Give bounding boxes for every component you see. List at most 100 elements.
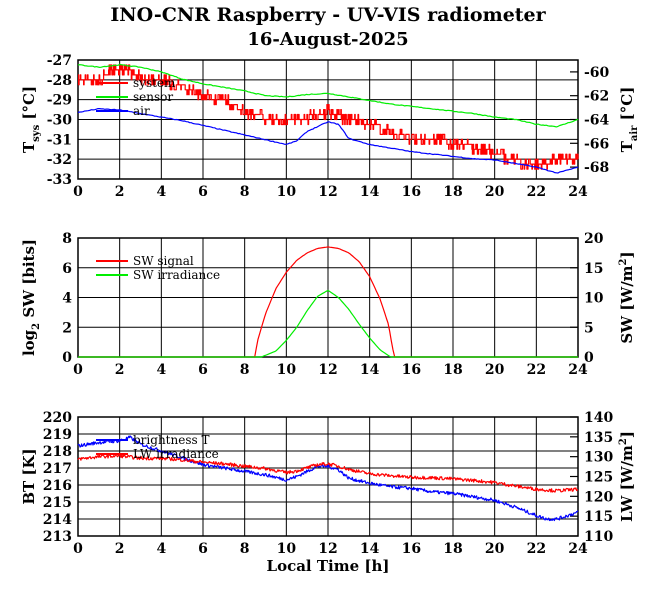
plot-frame	[77, 237, 579, 358]
series-line-sw-irradiance	[78, 289, 578, 358]
x-tick-label: 16	[402, 362, 421, 378]
x-tick-label: 14	[360, 541, 380, 557]
svg-text:log2 SW [bits]: log2 SW [bits]	[20, 239, 42, 356]
y-right-tick-label: 110	[584, 529, 613, 545]
legend-label: SW irradiance	[133, 268, 220, 282]
x-tick-label: 22	[527, 362, 546, 378]
x-tick-label: 10	[277, 184, 297, 200]
x-tick-label: 10	[277, 541, 297, 557]
x-tick-label: 24	[568, 184, 588, 200]
x-tick-label: 2	[115, 362, 125, 378]
x-tick-label: 22	[527, 541, 546, 557]
panel-temperatures: 0 2 4 6 8 10 12 14 16 18 20 22 24-33-32-31-30-29-28-…	[20, 53, 640, 200]
x-tick-label: 6	[198, 184, 208, 200]
y-left-tick-label: 213	[43, 529, 72, 545]
y-right-tick-label: 0	[584, 350, 594, 366]
y-left-tick-label: -30	[47, 113, 73, 129]
x-tick-label: 20	[485, 541, 505, 557]
y-left-tick-label: 4	[62, 291, 72, 307]
x-tick-label: 0	[73, 541, 83, 557]
x-tick-label: 20	[485, 362, 505, 378]
x-tick-label: 18	[443, 184, 462, 200]
series-line-lw-irradiance	[77, 454, 579, 493]
y-left-tick-label: 217	[43, 461, 72, 477]
x-tick-label: 6	[198, 541, 208, 557]
legend-label: SW signal	[133, 254, 194, 268]
y-left-tick-label: 214	[43, 512, 72, 528]
y-right-tick-label: -66	[584, 136, 609, 152]
y-left-tick-label: -31	[47, 132, 72, 148]
chart-subtitle: 16-August-2025	[247, 29, 408, 50]
x-tick-label: 4	[156, 362, 166, 378]
x-tick-label: 0	[73, 184, 83, 200]
x-tick-label: 24	[568, 541, 588, 557]
y-right-tick-label: 135	[584, 430, 613, 446]
x-tick-label: 10	[277, 362, 297, 378]
y-right-tick-label: 115	[584, 509, 613, 525]
y-left-tick-label: -33	[47, 172, 72, 188]
x-tick-label: 12	[318, 184, 337, 200]
y-left-tick-label: 218	[43, 444, 72, 460]
chart-title: INO-CNR Raspberry - UV-VIS radiometer	[110, 4, 546, 26]
y-right-tick-label: -64	[584, 113, 610, 129]
series-line-brightness-t	[77, 435, 579, 522]
y-left-tick-label: 215	[43, 495, 72, 511]
y-right-axis-label: Tair [°C]	[618, 87, 640, 153]
x-tick-label: 12	[318, 541, 337, 557]
y-left-axis-label: BT [K]	[20, 448, 38, 504]
y-left-tick-label: 219	[43, 427, 72, 443]
x-axis-label: Local Time [h]	[267, 557, 390, 575]
y-right-axis-label: LW [W/m2]	[618, 431, 636, 522]
y-right-tick-label: 130	[584, 450, 613, 466]
series-line-system	[78, 64, 579, 170]
legend-label: sensor	[133, 90, 173, 104]
y-right-tick-label: 5	[584, 320, 594, 336]
x-tick-label: 16	[402, 541, 421, 557]
y-right-tick-label: -62	[584, 89, 609, 105]
y-left-tick-label: 8	[62, 231, 72, 247]
svg-text:SW [W/m2]: SW [W/m2]	[618, 251, 636, 343]
x-tick-label: 8	[240, 541, 250, 557]
x-tick-label: 12	[318, 362, 337, 378]
svg-text:Tair [°C]: Tair [°C]	[618, 87, 640, 153]
y-left-tick-label: -29	[47, 93, 72, 109]
x-tick-label: 6	[198, 362, 208, 378]
svg-text:Tsys [°C]: Tsys [°C]	[20, 86, 42, 153]
y-left-tick-label: 220	[43, 410, 72, 426]
legend-label: air	[133, 104, 150, 118]
x-tick-label: 4	[156, 184, 166, 200]
series-line-air	[77, 108, 579, 174]
y-right-tick-label: 10	[584, 291, 604, 307]
legend-label: LW irradiance	[133, 447, 219, 461]
x-tick-label: 0	[73, 362, 83, 378]
series-line-sensor	[77, 63, 579, 128]
x-tick-label: 8	[240, 184, 250, 200]
x-tick-label: 22	[527, 184, 546, 200]
y-left-tick-label: 0	[62, 350, 72, 366]
y-right-tick-label: 15	[584, 261, 603, 277]
y-right-tick-label: 20	[584, 231, 604, 247]
x-tick-label: 4	[156, 541, 166, 557]
svg-text:BT [K]: BT [K]	[20, 448, 38, 504]
y-right-axis-label: SW [W/m2]	[618, 251, 636, 343]
y-left-tick-label: 6	[62, 261, 72, 277]
svg-text:LW [W/m2]: LW [W/m2]	[618, 431, 636, 522]
x-tick-label: 18	[443, 362, 462, 378]
y-left-axis-label: log2 SW [bits]	[20, 239, 42, 356]
x-tick-label: 16	[402, 184, 421, 200]
y-left-tick-label: -27	[47, 53, 72, 69]
x-tick-label: 14	[360, 184, 380, 200]
x-tick-label: 8	[240, 362, 250, 378]
y-left-tick-label: -32	[47, 152, 72, 168]
legend-label: system	[133, 76, 176, 90]
x-tick-label: 24	[568, 362, 588, 378]
x-tick-label: 14	[360, 362, 380, 378]
plot-frame	[77, 416, 579, 537]
legend-label: brightness T	[133, 433, 209, 447]
y-left-tick-label: -28	[47, 73, 72, 89]
y-right-tick-label: -68	[584, 160, 609, 176]
panel-longwave: 0 2 4 6 8 10 12 14 16 18 20 22 242132142152162172182…	[20, 410, 636, 575]
y-left-tick-label: 216	[43, 478, 72, 494]
